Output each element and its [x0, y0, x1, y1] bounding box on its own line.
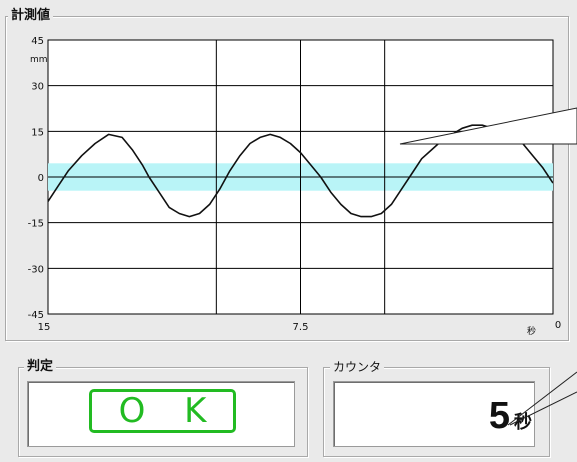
judgement-result-ok: O K: [89, 389, 236, 433]
y-tick-label: -45: [28, 310, 44, 321]
y-tick-label: -30: [28, 264, 44, 275]
judgement-title: 判定: [24, 360, 57, 374]
y-tick-label: 15: [31, 127, 44, 138]
x-tick-label: 0: [555, 320, 561, 331]
measurement-chart: 45 30 15 0 -15 -30 -45 mm 15 7.5 0 秒: [28, 36, 562, 337]
y-tick-label: -15: [28, 219, 44, 230]
x-axis-unit: 秒: [527, 325, 536, 337]
x-tick-label: 15: [38, 322, 51, 333]
y-tick-label: 45: [31, 36, 44, 47]
y-tick-label: 30: [31, 82, 44, 93]
y-tick-label: 0: [38, 173, 44, 184]
measurement-title: 計測値: [8, 9, 54, 23]
counter-display: [333, 381, 535, 447]
counter-title: カウンタ: [330, 360, 385, 374]
counter-value: 5: [488, 395, 510, 437]
judgement-groupbox: [18, 367, 308, 457]
counter-unit: 秒: [514, 412, 532, 433]
x-tick-label: 7.5: [293, 322, 309, 333]
measurement-groupbox: [5, 16, 569, 341]
y-axis-unit: mm: [30, 55, 48, 65]
